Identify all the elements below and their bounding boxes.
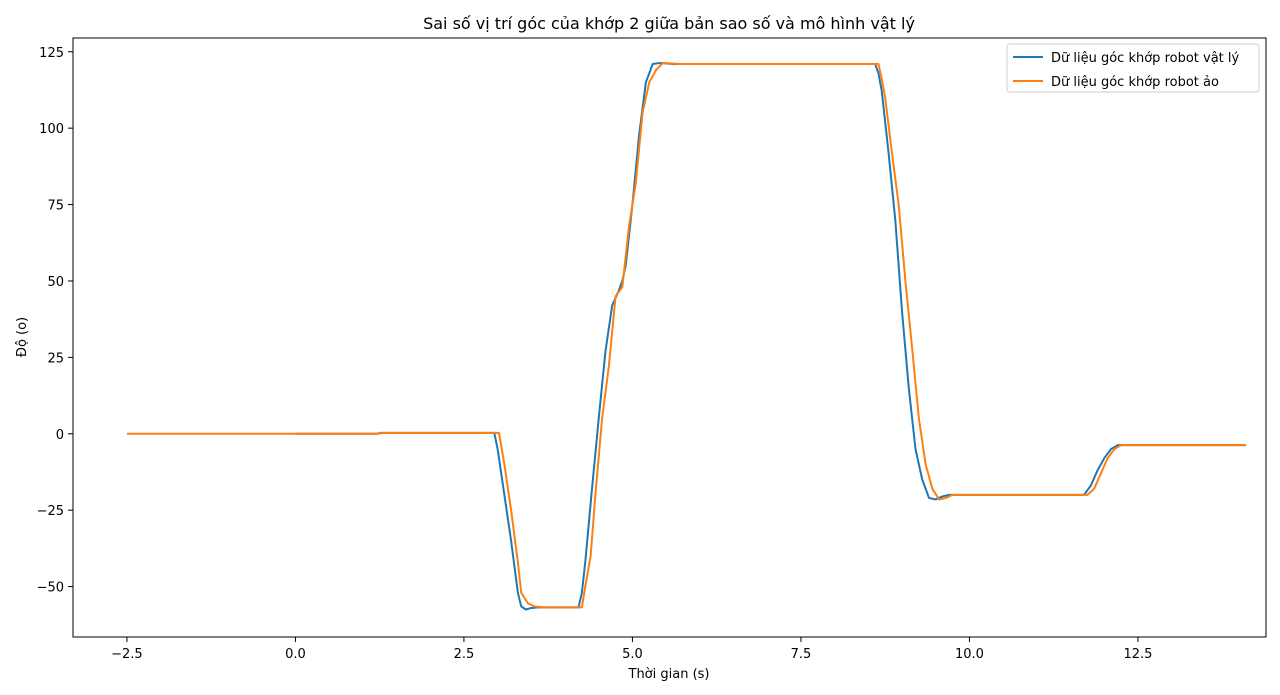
y-tick-label: 50 — [47, 275, 64, 290]
x-tick-label: 7.5 — [791, 647, 812, 662]
legend-box — [1006, 43, 1260, 93]
x-tick-label: 2.5 — [454, 647, 475, 662]
series-layer — [126, 62, 1246, 611]
x-axis-label: Thời gian (s) — [628, 667, 710, 682]
x-tick-label: 12.5 — [1123, 647, 1152, 662]
x-axis: −2.5 0.0 2.5 5.0 7.5 10.0 12.5 — [111, 637, 1152, 662]
plot-area — [72, 37, 1267, 638]
series-line-0 — [295, 62, 1246, 611]
x-tick-label: 10.0 — [955, 647, 984, 662]
legend-label-1: Dữ liệu góc khớp robot ảo — [1051, 75, 1219, 90]
y-tick-label: 75 — [47, 199, 64, 214]
y-axis: −50 −25 0 25 50 75 100 125 — [37, 46, 73, 596]
x-tick-label: 0.0 — [285, 647, 306, 662]
legend: Dữ liệu góc khớp robot vật lý Dữ liệu góc… — [1006, 43, 1260, 93]
y-tick-label: −25 — [37, 504, 64, 519]
y-axis-label: Độ (o) — [15, 317, 30, 357]
y-tick-label: 125 — [39, 46, 64, 61]
legend-label-0: Dữ liệu góc khớp robot vật lý — [1051, 51, 1240, 66]
y-tick-label: 25 — [47, 351, 64, 366]
chart-title: Sai số vị trí góc của khớp 2 giữa bản sa… — [423, 14, 915, 33]
y-tick-label: −50 — [37, 581, 64, 596]
y-tick-label: 100 — [39, 122, 64, 137]
y-tick-label: 0 — [56, 428, 64, 443]
x-tick-label: −2.5 — [111, 647, 143, 662]
x-tick-label: 5.0 — [622, 647, 643, 662]
series-line-1 — [126, 62, 1246, 609]
